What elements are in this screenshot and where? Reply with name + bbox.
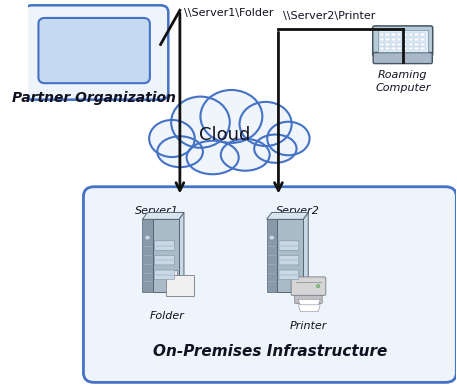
Text: Partner: Partner: [71, 33, 117, 46]
FancyBboxPatch shape: [391, 47, 396, 50]
Text: Cloud: Cloud: [199, 126, 250, 144]
Ellipse shape: [171, 97, 230, 148]
FancyBboxPatch shape: [403, 47, 407, 50]
FancyBboxPatch shape: [155, 241, 175, 250]
Ellipse shape: [211, 124, 279, 161]
Text: Printer: Printer: [290, 321, 327, 331]
FancyBboxPatch shape: [391, 33, 396, 36]
FancyBboxPatch shape: [373, 26, 433, 56]
FancyBboxPatch shape: [24, 5, 168, 100]
FancyBboxPatch shape: [420, 33, 425, 36]
FancyBboxPatch shape: [279, 270, 299, 280]
Ellipse shape: [186, 141, 239, 174]
Text: Computer: Computer: [375, 83, 430, 93]
Polygon shape: [267, 213, 308, 219]
Text: On-Premises Infrastructure: On-Premises Infrastructure: [153, 344, 387, 359]
Ellipse shape: [157, 136, 203, 167]
FancyBboxPatch shape: [403, 33, 407, 36]
Circle shape: [269, 235, 275, 240]
FancyBboxPatch shape: [279, 255, 299, 265]
FancyBboxPatch shape: [84, 187, 456, 382]
FancyBboxPatch shape: [155, 255, 175, 265]
Text: Folder: Folder: [149, 311, 185, 321]
FancyBboxPatch shape: [397, 43, 401, 45]
FancyBboxPatch shape: [385, 43, 390, 45]
FancyBboxPatch shape: [403, 38, 407, 41]
Polygon shape: [143, 219, 153, 292]
FancyBboxPatch shape: [420, 43, 425, 45]
Text: Partner Organization: Partner Organization: [12, 91, 176, 105]
Ellipse shape: [176, 112, 274, 161]
Ellipse shape: [149, 120, 195, 157]
FancyBboxPatch shape: [414, 33, 419, 36]
FancyBboxPatch shape: [414, 43, 419, 45]
Ellipse shape: [221, 139, 270, 171]
FancyBboxPatch shape: [38, 18, 150, 83]
FancyBboxPatch shape: [397, 38, 401, 41]
FancyBboxPatch shape: [155, 270, 175, 280]
FancyBboxPatch shape: [420, 38, 425, 41]
Text: Application: Application: [59, 54, 129, 67]
FancyBboxPatch shape: [380, 38, 384, 41]
Text: \\Server2\Printer: \\Server2\Printer: [283, 11, 375, 21]
Polygon shape: [298, 305, 320, 312]
Circle shape: [145, 235, 150, 240]
Polygon shape: [303, 213, 308, 292]
FancyBboxPatch shape: [414, 38, 419, 41]
Polygon shape: [143, 213, 184, 219]
Text: Server1: Server1: [135, 206, 179, 216]
FancyBboxPatch shape: [391, 38, 396, 41]
Text: Server2: Server2: [276, 206, 320, 216]
FancyBboxPatch shape: [385, 33, 390, 36]
FancyBboxPatch shape: [378, 30, 428, 52]
Polygon shape: [267, 219, 277, 292]
Ellipse shape: [164, 123, 237, 163]
Ellipse shape: [201, 90, 262, 143]
FancyBboxPatch shape: [397, 33, 401, 36]
FancyBboxPatch shape: [409, 47, 413, 50]
FancyBboxPatch shape: [380, 33, 384, 36]
Text: \\Server1\Folder: \\Server1\Folder: [184, 8, 274, 18]
Ellipse shape: [254, 134, 297, 163]
FancyBboxPatch shape: [409, 38, 413, 41]
Polygon shape: [166, 275, 194, 296]
FancyBboxPatch shape: [385, 47, 390, 50]
FancyBboxPatch shape: [391, 43, 396, 45]
FancyBboxPatch shape: [403, 43, 407, 45]
Ellipse shape: [239, 102, 292, 146]
Ellipse shape: [267, 122, 309, 155]
FancyBboxPatch shape: [409, 43, 413, 45]
Polygon shape: [166, 270, 176, 275]
FancyBboxPatch shape: [380, 43, 384, 45]
Polygon shape: [179, 213, 184, 292]
FancyBboxPatch shape: [295, 293, 322, 303]
Polygon shape: [277, 219, 303, 292]
Text: Roaming: Roaming: [378, 70, 427, 80]
Circle shape: [316, 285, 320, 288]
Polygon shape: [153, 219, 179, 292]
FancyBboxPatch shape: [414, 47, 419, 50]
FancyBboxPatch shape: [291, 277, 326, 295]
FancyBboxPatch shape: [397, 47, 401, 50]
Polygon shape: [298, 299, 320, 306]
FancyBboxPatch shape: [279, 241, 299, 250]
FancyBboxPatch shape: [385, 38, 390, 41]
FancyBboxPatch shape: [373, 52, 432, 64]
FancyBboxPatch shape: [409, 33, 413, 36]
FancyBboxPatch shape: [420, 47, 425, 50]
FancyBboxPatch shape: [380, 47, 384, 50]
